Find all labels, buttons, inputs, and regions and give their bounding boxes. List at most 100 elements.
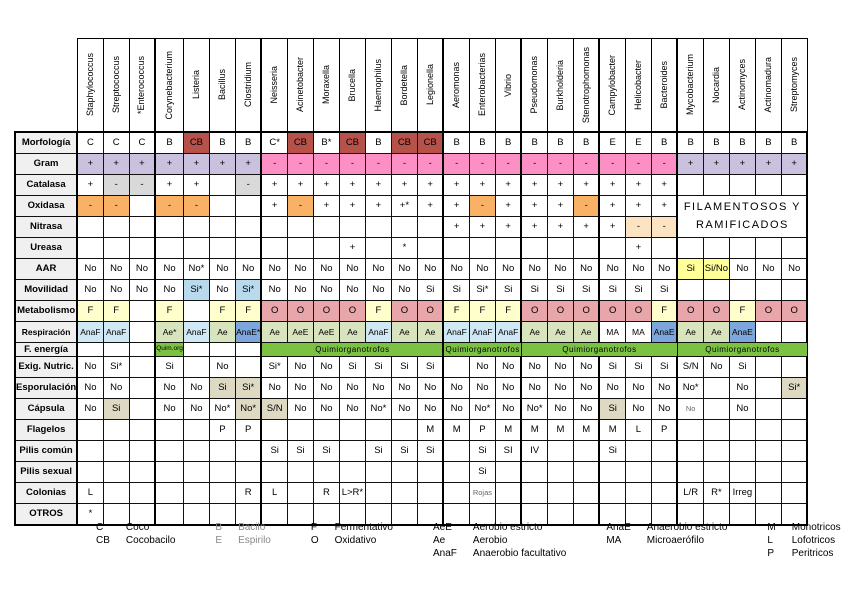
cell: - (468, 195, 496, 217)
cell (128, 195, 156, 217)
cell: Si (154, 356, 184, 378)
cell: + (468, 216, 496, 238)
cell: - (234, 174, 262, 196)
cell: L/R (676, 482, 704, 504)
table-row: Exig. Nutric. No Si* Si No Si* No No Si Si Si Si No N… (13, 356, 809, 378)
cell: Quimiorganotrofos (676, 342, 808, 357)
cell: + (702, 153, 730, 175)
cell: + (182, 153, 210, 175)
cell (76, 461, 104, 483)
column-header: Streptomyces (780, 38, 808, 133)
cell: F (494, 300, 522, 322)
cell: FILAMENTOSOS Y RAMIFICADOS (676, 195, 809, 238)
cell (702, 503, 730, 526)
cell: Ae (338, 321, 366, 343)
cell: No (338, 258, 366, 280)
table-row: Cápsula No Si No No No* No* S/N No No No No* No No No N… (13, 398, 809, 420)
cell: No (76, 377, 104, 399)
cell (338, 419, 366, 441)
cell (572, 482, 600, 504)
cell: No (208, 356, 236, 378)
cell (338, 461, 366, 483)
cell (128, 321, 156, 343)
cell: M (442, 419, 470, 441)
cell: Si* (102, 356, 130, 378)
cell: No* (208, 398, 236, 420)
cell: B (572, 131, 600, 154)
cell (780, 440, 809, 462)
cell: No (572, 356, 600, 378)
cell (598, 237, 626, 259)
cell: No (754, 258, 782, 280)
cell (780, 419, 809, 441)
cell: CB (416, 131, 444, 154)
cell: + (260, 195, 288, 217)
cell (364, 216, 392, 238)
cell: + (494, 216, 522, 238)
cell (312, 503, 340, 526)
cell: AnaF (442, 321, 470, 343)
legend-key: P (767, 548, 775, 559)
legend-key: C (96, 522, 104, 533)
column-header-label: Helicobacter (632, 59, 643, 111)
legend-key: O (310, 535, 319, 546)
column-header-label: Actinomyces (736, 59, 747, 111)
cell (390, 461, 418, 483)
table-row: Esporulación No No No No Si Si* No No No No No No No N… (13, 377, 809, 399)
cell: No (76, 258, 104, 280)
cell: S/N (260, 398, 288, 420)
cell: No (390, 377, 418, 399)
cell (754, 440, 782, 462)
cell: No (182, 377, 210, 399)
cell: S/N (676, 356, 704, 378)
cell: B (364, 131, 392, 154)
cell: M (416, 419, 444, 441)
cell: No (416, 258, 444, 280)
cell: No (546, 258, 574, 280)
cell: Si (416, 356, 444, 378)
cell (754, 503, 782, 526)
cell (364, 482, 392, 504)
cell: Ae (416, 321, 444, 343)
cell: No (390, 258, 418, 280)
row-label: Esporulación (13, 377, 79, 399)
cell (702, 461, 730, 483)
cell (416, 482, 444, 504)
cell: O (754, 300, 782, 322)
cell: No (624, 258, 652, 280)
cell (286, 237, 314, 259)
cell: No* (676, 377, 704, 399)
table-row: Gram + + + + + + + - - - - - - - - - - - - - - - - + + + + + (13, 153, 809, 175)
cell: + (312, 195, 340, 217)
cell (364, 419, 392, 441)
row-label: AAR (13, 258, 79, 280)
row-label: Cápsula (13, 398, 79, 420)
cell: + (546, 216, 574, 238)
cell (546, 482, 574, 504)
cell: + (624, 237, 652, 259)
cell: + (416, 174, 444, 196)
cell: - (650, 216, 678, 238)
cell: O (598, 300, 626, 322)
cell: M (598, 419, 626, 441)
bacteria-table: Staphylococcus Streptococcus *Enterococcus… (13, 38, 809, 526)
cell (624, 503, 652, 526)
cell: + (234, 153, 262, 175)
cell: AnaF (182, 321, 210, 343)
cell: No* (468, 398, 496, 420)
cell: + (154, 174, 184, 196)
cell (128, 482, 156, 504)
cell (572, 461, 600, 483)
cell: - (312, 153, 340, 175)
cell: No (468, 258, 496, 280)
cell: Si (598, 356, 626, 378)
legend-key: M (767, 522, 776, 533)
cell: - (128, 174, 156, 196)
cell (520, 482, 548, 504)
cell: Ae* (154, 321, 184, 343)
cell: Si (598, 440, 626, 462)
cell: B (676, 131, 704, 154)
cell: CB (286, 131, 314, 154)
cell: - (598, 153, 626, 175)
cell (128, 300, 156, 322)
